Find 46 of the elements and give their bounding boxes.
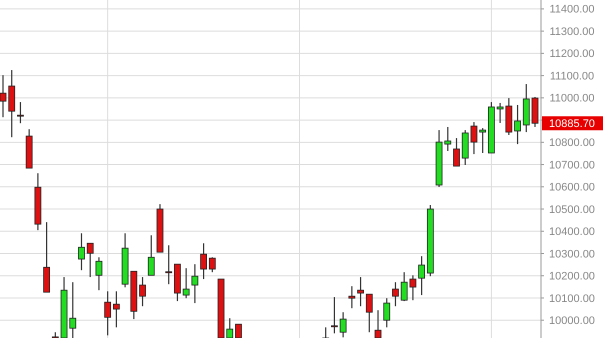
y-tick-label: 10600.00 xyxy=(549,182,595,194)
candlestick xyxy=(470,121,478,155)
candlestick xyxy=(383,298,390,328)
candlestick xyxy=(235,324,242,338)
candlestick xyxy=(104,290,112,336)
candlestick xyxy=(191,264,198,304)
candlestick xyxy=(392,282,399,307)
y-tick-label: 10800.00 xyxy=(549,137,595,150)
candlestick xyxy=(374,310,382,338)
candlestick xyxy=(453,137,460,167)
candlestick xyxy=(200,242,207,280)
candlestick xyxy=(112,290,120,328)
candlestick xyxy=(0,74,6,118)
candlestick xyxy=(148,234,155,276)
candlestick xyxy=(139,276,146,307)
candlestick xyxy=(400,272,408,302)
y-tick-label: 10000.00 xyxy=(549,315,595,328)
y-tick-label: 10100.00 xyxy=(549,292,595,305)
y-tick-label: 10500.00 xyxy=(549,204,595,216)
candlestick xyxy=(418,256,426,296)
candlestick xyxy=(78,232,85,271)
y-tick-label: 11400.00 xyxy=(549,4,595,16)
candlestick xyxy=(322,326,330,338)
y-tick-label: 10700.00 xyxy=(549,159,595,172)
candlestick xyxy=(17,101,24,124)
candlestick xyxy=(410,274,416,301)
y-tick-label: 11300.00 xyxy=(549,26,595,38)
text: 10885.70 xyxy=(549,118,595,130)
candlestick xyxy=(514,104,521,145)
y-tick-label: 11100.00 xyxy=(550,70,594,82)
y-tick-label: 10300.00 xyxy=(549,248,595,260)
y-tick-label: 10400.00 xyxy=(549,226,595,238)
y-tick-label: 11000.00 xyxy=(549,92,595,105)
candlestick xyxy=(357,276,364,307)
candlestick xyxy=(226,318,234,338)
candlestick xyxy=(348,286,356,309)
candlestick xyxy=(444,126,452,152)
candlestick xyxy=(69,282,76,338)
candlestick xyxy=(96,256,102,291)
y-tick-label: 11200.00 xyxy=(549,48,595,60)
candlestick xyxy=(366,294,373,333)
candlestick xyxy=(52,332,59,338)
candlestick xyxy=(86,242,94,278)
candlestick xyxy=(208,256,216,273)
y-tick-label: 10200.00 xyxy=(549,270,595,283)
candlestick xyxy=(479,127,486,154)
